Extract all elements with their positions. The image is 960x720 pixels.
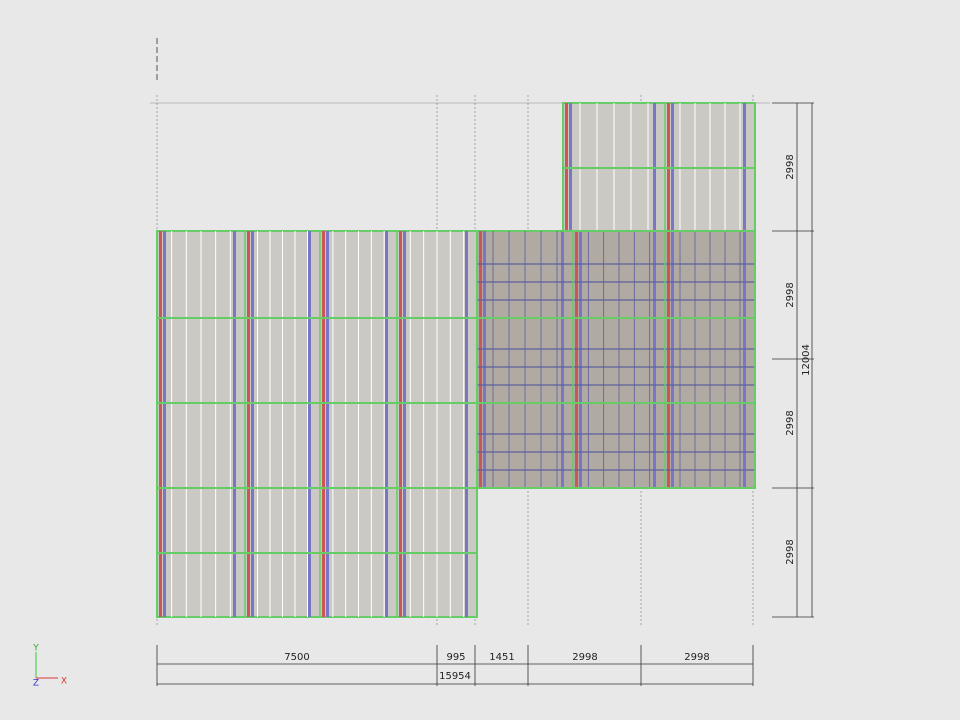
red-member — [399, 231, 402, 617]
beam — [671, 231, 674, 488]
red-member — [159, 231, 162, 617]
slab — [156, 230, 478, 618]
red-member — [575, 231, 578, 488]
axis-label: Y — [32, 644, 39, 654]
dim-label: 995 — [446, 652, 465, 663]
axis-label: X — [61, 677, 67, 687]
beam — [465, 231, 468, 617]
floor-model — [150, 38, 770, 625]
beam — [233, 231, 236, 617]
axis-label: Z — [33, 679, 39, 689]
beam — [163, 231, 166, 617]
red-member — [247, 231, 250, 617]
beam — [251, 231, 254, 617]
dim-label: 7500 — [284, 652, 309, 663]
dim-label: 2998 — [572, 652, 597, 663]
beam — [483, 231, 486, 488]
beam — [385, 231, 388, 617]
dim-label: 2998 — [684, 652, 709, 663]
beam — [653, 231, 656, 488]
dim-label: 2998 — [785, 539, 796, 564]
dim-label: 1451 — [489, 652, 514, 663]
beam — [579, 231, 582, 488]
beam — [403, 231, 406, 617]
red-member — [322, 231, 325, 617]
beam — [561, 231, 564, 488]
red-member — [667, 231, 670, 488]
dim-label: 2998 — [785, 410, 796, 435]
beam — [326, 231, 329, 617]
red-member — [479, 231, 482, 488]
axis-triad: Y Z X — [32, 644, 67, 689]
beam — [743, 231, 746, 488]
dim-total-label: 12004 — [801, 344, 812, 376]
dim-label: 2998 — [785, 154, 796, 179]
dim-total-label: 15954 — [439, 671, 471, 682]
slab — [476, 230, 756, 489]
dimensions: 2998 2998 2998 2998 12004 7500 995 1451 … — [156, 102, 814, 686]
dim-label: 2998 — [785, 282, 796, 307]
beam — [308, 231, 311, 617]
